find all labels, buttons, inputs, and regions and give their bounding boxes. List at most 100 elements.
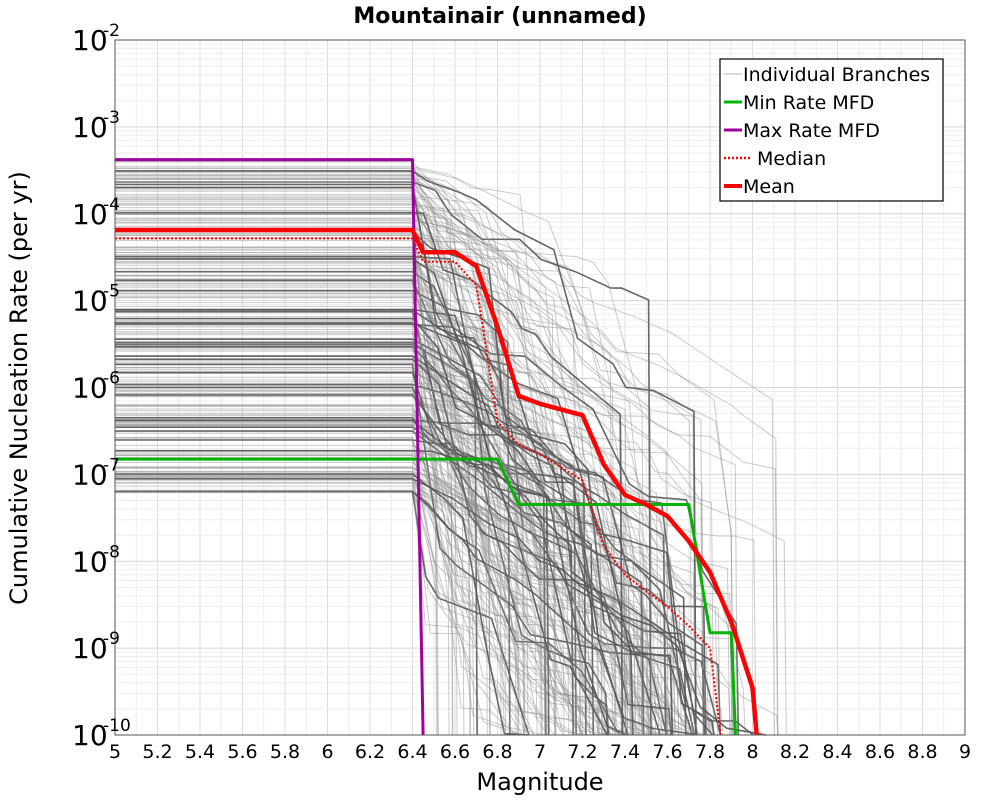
branch-line [115, 171, 675, 736]
x-tick-label: 8 [746, 741, 758, 763]
branch-line [115, 490, 695, 736]
branch-line [115, 168, 555, 736]
branch-line [115, 331, 520, 736]
chart-title: Mountainair (unnamed) [353, 4, 646, 29]
x-tick-label: 5.2 [142, 741, 172, 763]
y-tick-label: 10-2 [72, 21, 120, 57]
x-tick-label: 8.2 [780, 741, 810, 763]
branch-line [115, 296, 588, 736]
branch-line [115, 396, 702, 736]
branch-line [115, 419, 628, 736]
branch-line [115, 410, 556, 736]
branch-line [115, 482, 606, 736]
branch-line [115, 381, 606, 736]
branch-line [115, 320, 731, 736]
branch-line [115, 207, 705, 736]
branch-line [115, 200, 697, 736]
branch-line [115, 227, 670, 736]
branch-line [115, 179, 616, 736]
branch-line [115, 264, 643, 736]
y-tick-exponent: -6 [103, 369, 120, 389]
branch-line [115, 467, 663, 736]
y-tick-label: 10-10 [72, 716, 131, 752]
x-tick-label: 9 [959, 741, 971, 763]
branch-line [115, 490, 549, 736]
branch-line [115, 454, 600, 736]
branch-line [115, 450, 550, 736]
branch-line [115, 372, 715, 736]
branch-line [115, 286, 637, 736]
branch-line [115, 419, 668, 736]
branch-line [115, 233, 577, 736]
branch-line [115, 395, 641, 736]
y-tick-base: 10 [72, 111, 108, 144]
branch-line [115, 444, 626, 736]
x-tick-label: 8.8 [907, 741, 937, 763]
branch-line [115, 248, 502, 736]
branch-line [115, 214, 775, 736]
branch-line [115, 432, 574, 736]
branch-line [115, 342, 538, 736]
legend-box [719, 58, 944, 202]
branch-line [115, 249, 712, 736]
branch-line [115, 343, 577, 736]
branch-line [115, 466, 616, 736]
branch-line [115, 209, 624, 736]
y-tick-base: 10 [72, 372, 108, 405]
branch-line [115, 371, 610, 736]
branch-line [115, 408, 584, 736]
branch-line [115, 425, 439, 736]
branch-line [115, 343, 488, 736]
branch-line [115, 455, 616, 736]
branch-line [115, 195, 669, 736]
branch-line [115, 485, 680, 736]
branch-line [115, 308, 698, 736]
branch-line [115, 319, 591, 736]
branch-line [115, 438, 613, 736]
branch-line [115, 261, 622, 736]
branch-line [115, 221, 639, 736]
branch-line [115, 297, 506, 736]
y-tick-exponent: -9 [103, 629, 120, 649]
branch-line [115, 275, 689, 736]
branch-line [115, 199, 450, 736]
branch-line [115, 477, 525, 736]
series-line-median [115, 237, 722, 736]
branch-line [115, 173, 704, 736]
branch-line [115, 262, 626, 736]
branch-line [115, 316, 660, 736]
branch-line [115, 466, 599, 736]
branch-line [115, 217, 599, 736]
branch-line [115, 395, 699, 736]
branch-line [115, 478, 610, 736]
x-tick-labels: 5 5.2 5.4 5.6 5.8 6 6.2 6.4 6.6 6.8 7 7.2 7.4 7.6 7.8 8… [109, 741, 971, 763]
branch-line [115, 261, 517, 736]
branch-line [115, 289, 511, 736]
branch-line [115, 177, 491, 736]
branch-line [115, 317, 674, 736]
branch-line [115, 347, 627, 736]
branch-line [115, 440, 629, 736]
branch-line [115, 470, 614, 736]
branch-line [115, 293, 719, 736]
y-tick-base: 10 [72, 545, 108, 578]
branch-line [115, 412, 724, 736]
y-tick-exponent: -5 [103, 282, 120, 302]
legend-label: Min Rate MFD [743, 92, 874, 114]
branch-line [115, 321, 526, 736]
branch-line [115, 167, 693, 736]
branch-line [115, 259, 632, 736]
branch-line [115, 252, 628, 736]
branch-line [115, 254, 733, 736]
branch-line [115, 472, 672, 736]
branch-line [115, 322, 650, 736]
branch-line [115, 267, 437, 736]
branch-line [115, 246, 739, 736]
branch-line [115, 322, 715, 736]
branch-line [115, 424, 680, 736]
branch-line [115, 268, 564, 736]
branch-line [115, 395, 708, 736]
branch-line [115, 213, 676, 736]
